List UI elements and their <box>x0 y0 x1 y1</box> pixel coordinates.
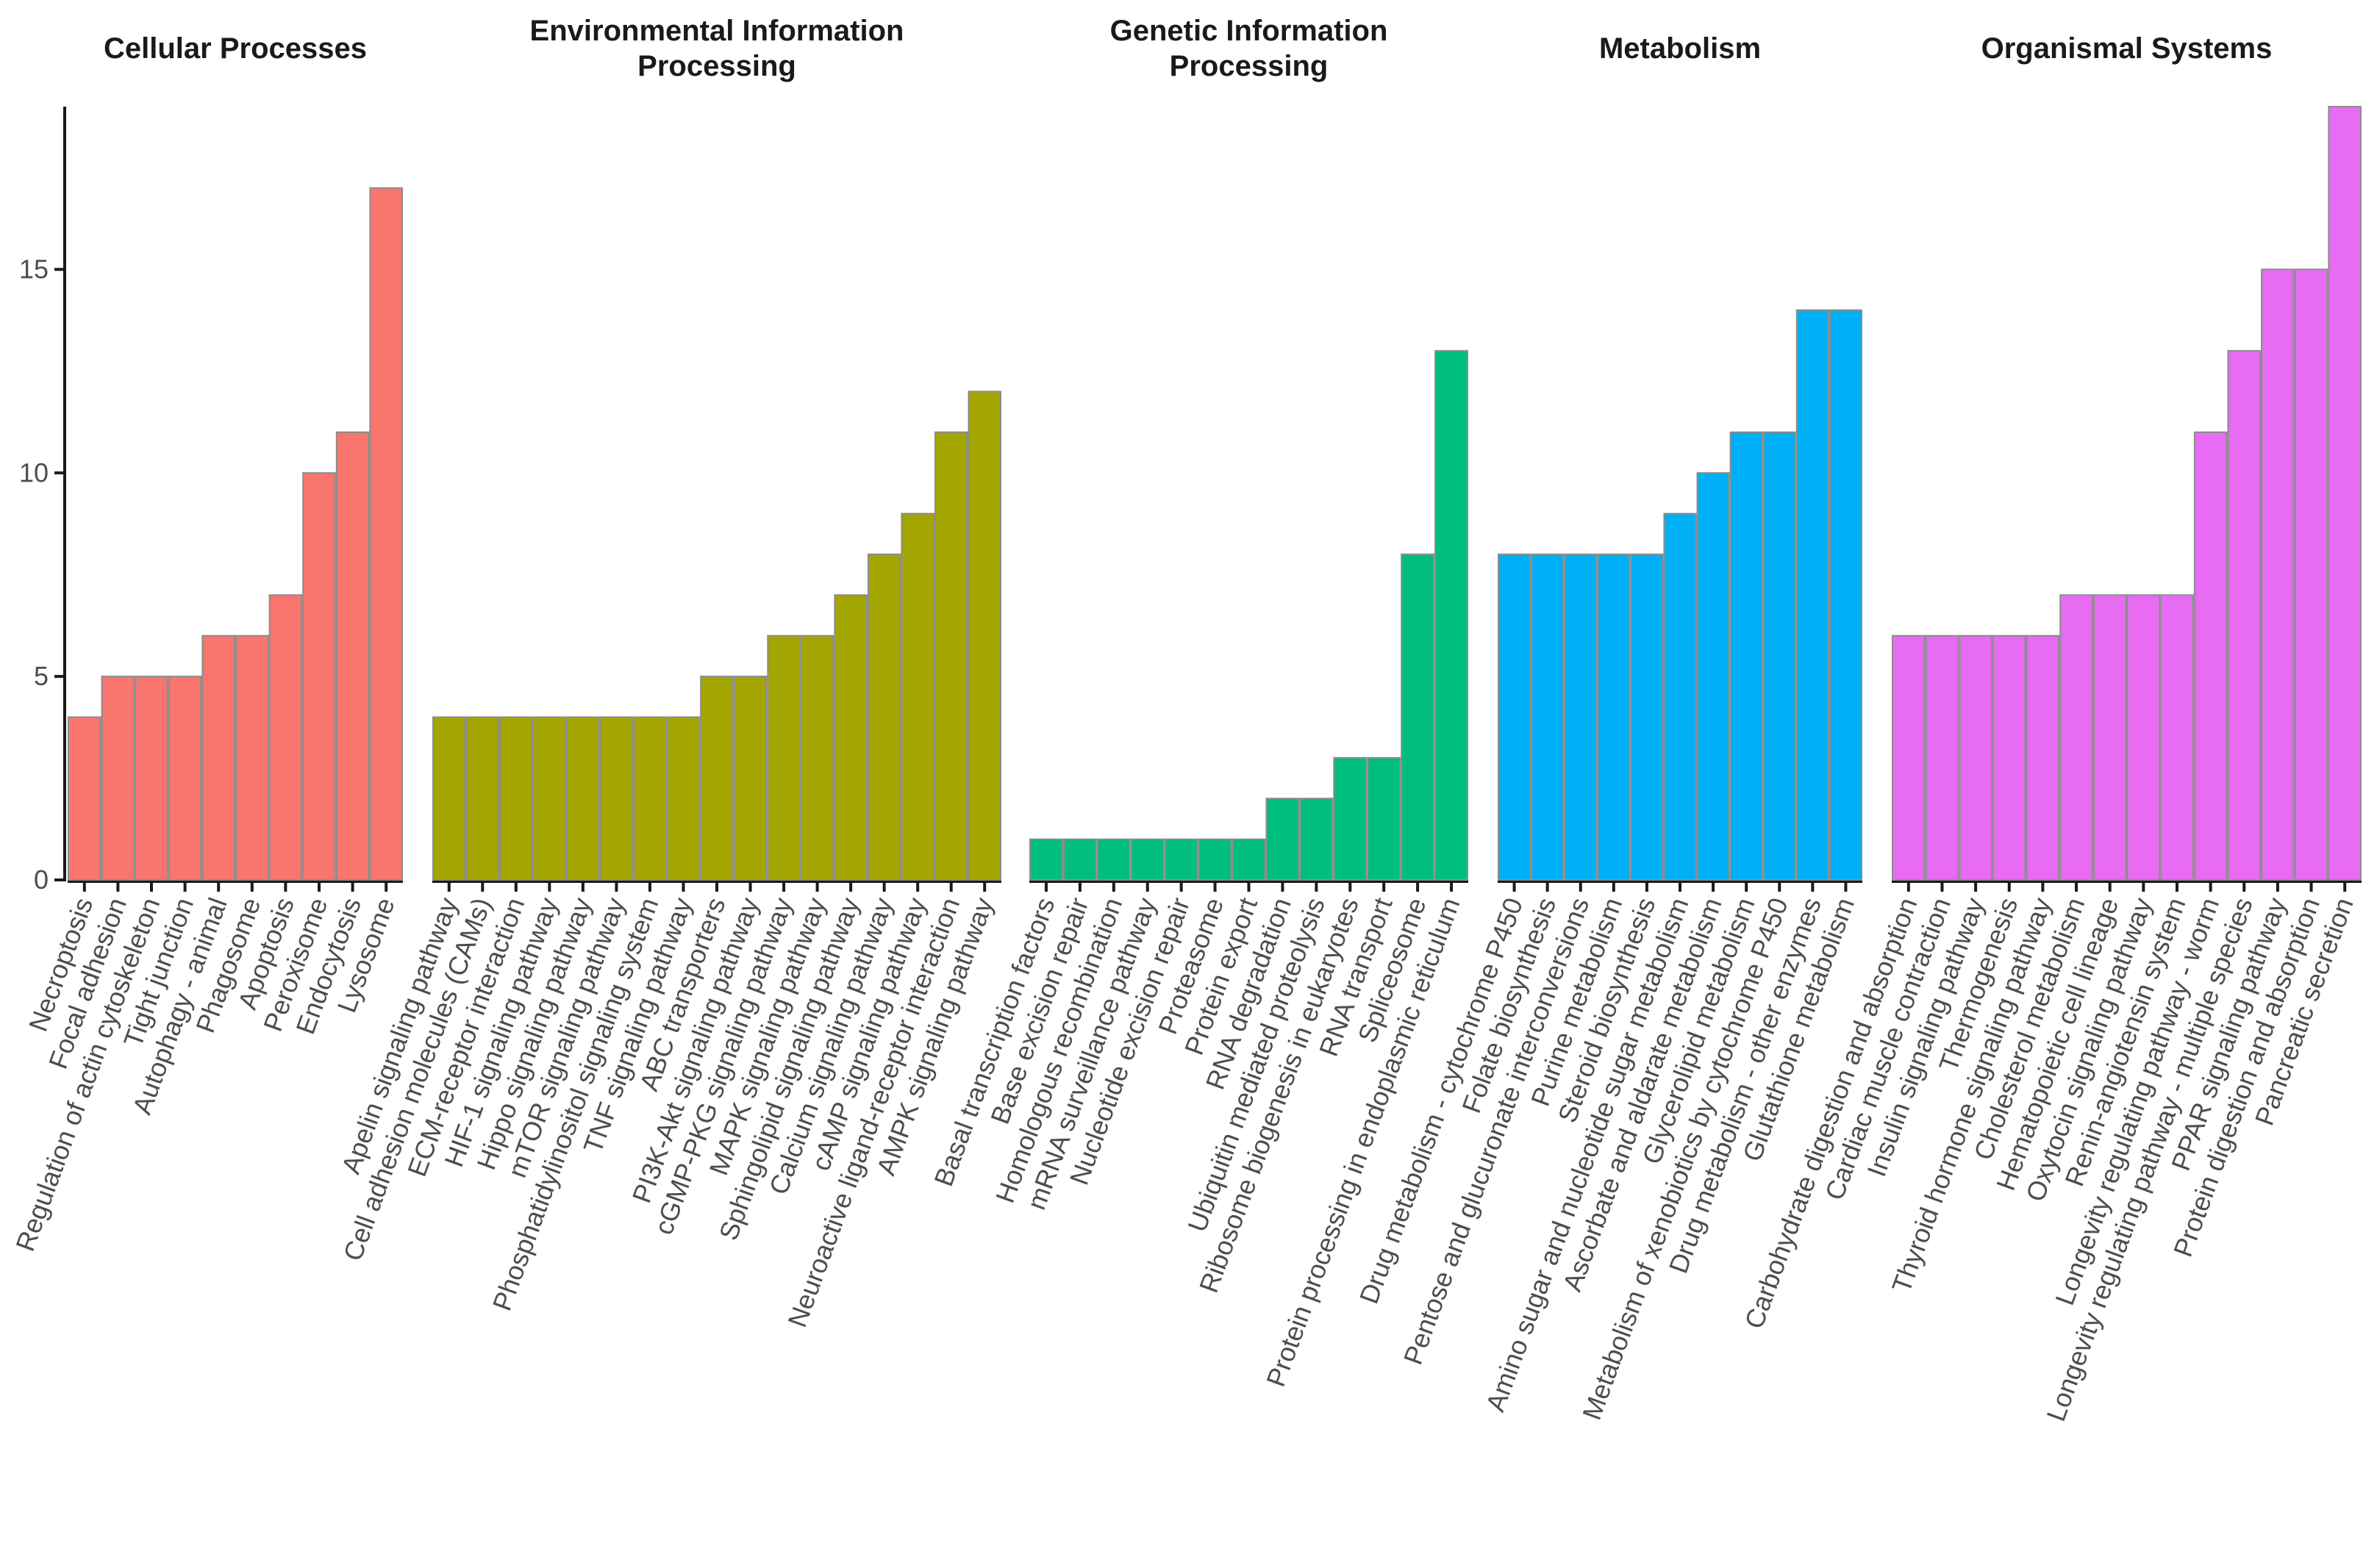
bar <box>2126 594 2161 881</box>
facet-title: Cellular Processes <box>104 32 367 65</box>
bar <box>566 716 600 881</box>
bar <box>901 512 934 881</box>
bar <box>1498 554 1531 881</box>
bar <box>1029 838 1063 881</box>
bar <box>1299 798 1334 881</box>
bar <box>2261 268 2295 881</box>
bar <box>2026 634 2060 881</box>
facet-title: Metabolism <box>1599 32 1761 65</box>
bar <box>201 634 235 881</box>
y-tick-label: 15 <box>19 254 49 284</box>
bar <box>934 431 968 881</box>
bar <box>432 716 466 881</box>
bar <box>1232 838 1266 881</box>
bar <box>1333 756 1368 881</box>
bar <box>834 594 868 881</box>
y-axis: 0 5 10 15 <box>19 107 66 895</box>
facet-title: Environmental Information <box>530 15 904 47</box>
bar <box>302 472 336 881</box>
bar <box>1829 309 1863 881</box>
y-tick-label: 10 <box>19 457 49 487</box>
bar <box>2160 594 2194 881</box>
bar <box>369 187 403 881</box>
bar <box>767 634 801 881</box>
bar <box>465 716 500 881</box>
bar <box>733 676 768 881</box>
bar <box>268 594 303 881</box>
bar <box>2227 350 2262 881</box>
bar <box>1959 634 1992 881</box>
bar <box>499 716 533 881</box>
bar <box>700 676 734 881</box>
bar <box>1164 838 1198 881</box>
bar <box>1762 431 1796 881</box>
bar <box>235 634 269 881</box>
bar <box>135 676 168 881</box>
bar <box>599 716 634 881</box>
bar <box>2328 106 2362 881</box>
bar <box>1434 350 1468 881</box>
bar <box>800 634 834 881</box>
facet-title: Genetic Information <box>1110 15 1388 47</box>
y-tick-label: 0 <box>34 864 49 895</box>
bar <box>1062 838 1097 881</box>
bar <box>1925 634 1959 881</box>
bar <box>2294 268 2328 881</box>
bar <box>968 390 1001 881</box>
bar <box>532 716 567 881</box>
bar <box>1597 554 1631 881</box>
bar <box>1795 309 1829 881</box>
bar <box>633 716 667 881</box>
bar <box>1630 554 1664 881</box>
bar <box>1265 798 1300 881</box>
bar <box>1367 756 1401 881</box>
facet-environmental-information-processing: Environmental InformationProcessingApeli… <box>335 15 1001 1331</box>
bar <box>1198 838 1232 881</box>
bar <box>1531 554 1565 881</box>
bar <box>1130 838 1165 881</box>
bar <box>1096 838 1131 881</box>
bar <box>68 716 101 881</box>
bar <box>2092 594 2127 881</box>
facet-title: Processing <box>637 50 796 82</box>
y-tick-label: 5 <box>34 661 49 691</box>
bar <box>1729 431 1763 881</box>
bar <box>867 554 901 881</box>
bar <box>2059 594 2093 881</box>
bar <box>1892 634 1926 881</box>
facet-title: Processing <box>1170 50 1329 82</box>
bar <box>335 431 370 881</box>
bar <box>1663 512 1697 881</box>
bar <box>1696 472 1730 881</box>
bar <box>1564 554 1598 881</box>
facet-title: Organismal Systems <box>1981 32 2273 65</box>
bar <box>1401 554 1435 881</box>
bar <box>666 716 701 881</box>
bar <box>101 676 135 881</box>
bar <box>1992 634 2026 881</box>
bar <box>168 676 202 881</box>
bar <box>2193 431 2228 881</box>
